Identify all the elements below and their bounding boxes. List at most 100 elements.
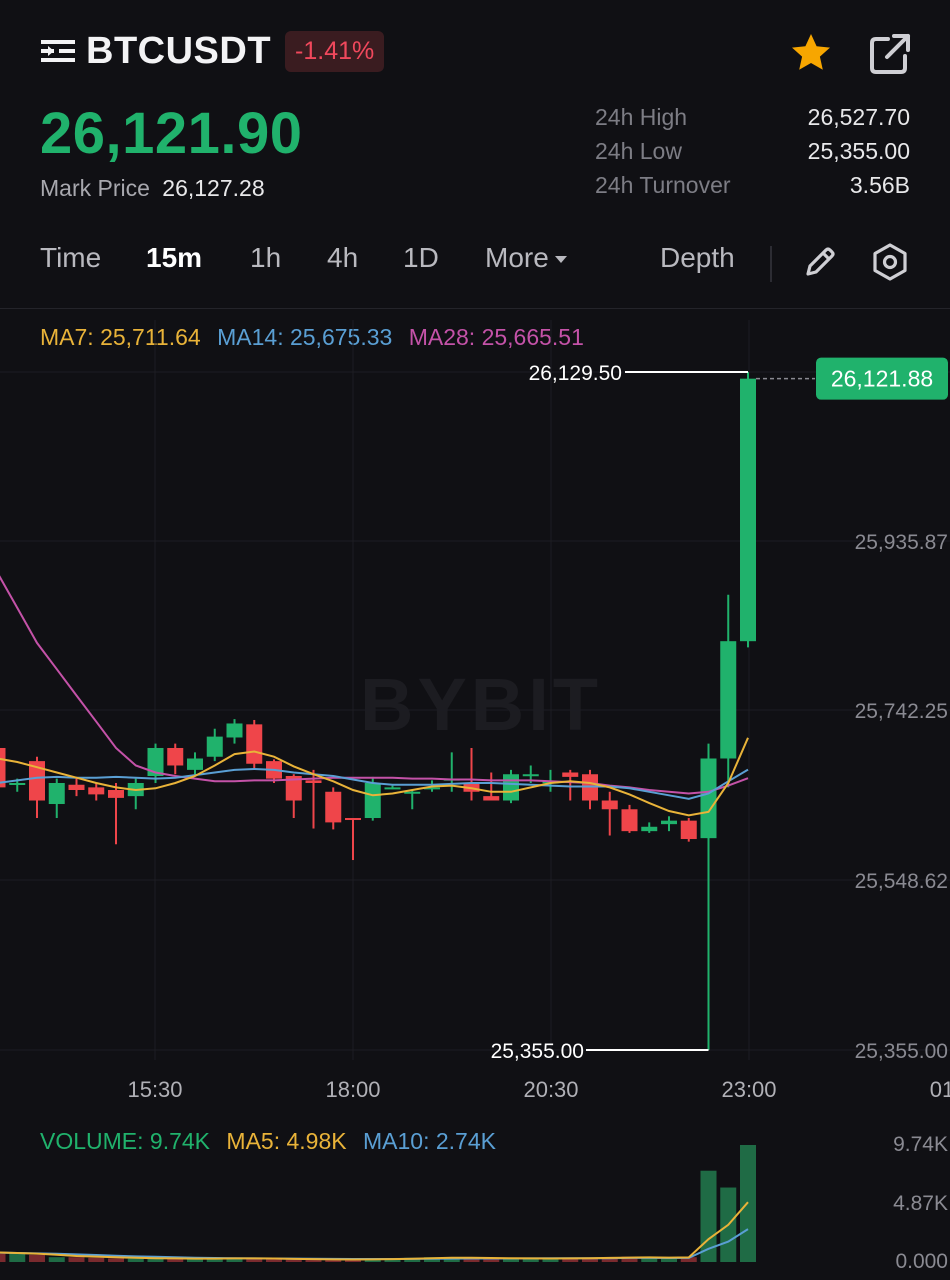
volume-bar-up (147, 1258, 164, 1262)
ma10-value: 2.74K (435, 1128, 496, 1154)
candle-body-down (29, 761, 45, 801)
tab-time[interactable]: Time (40, 242, 102, 273)
x-tick-label: 20:30 (523, 1077, 578, 1102)
mark-price-value: 26,127.28 (162, 175, 265, 201)
volume-bar-down (483, 1258, 500, 1262)
tab-1d[interactable]: 1D (403, 242, 439, 273)
symbol-row: BTCUSDT -1.41% (40, 28, 385, 74)
volume-bar-down (167, 1258, 184, 1262)
tab-depth[interactable]: Depth (660, 242, 735, 273)
volume-bar-up (700, 1170, 717, 1262)
volume-ma10-legend: MA10: 2.74K (363, 1128, 496, 1154)
price-chart[interactable]: 26,129.50 25,355.00 26,121.88 25,935.87 25,7… (0, 300, 950, 1280)
volume-y-tick-label: 0.000 (895, 1250, 948, 1273)
volume-bar-down (29, 1254, 45, 1262)
candle-body-up (661, 820, 677, 825)
volume-bar-up (661, 1258, 677, 1262)
external-link-icon[interactable] (866, 30, 914, 78)
divider (0, 308, 950, 309)
volume-bar-up (503, 1258, 519, 1262)
volume-value: 9.74K (149, 1128, 211, 1154)
symbol-title[interactable]: BTCUSDT (86, 29, 272, 72)
ma5-value: 4.98K (286, 1128, 347, 1154)
candle-body-up (364, 783, 381, 819)
high-marker-label: 26,129.50 (529, 362, 622, 385)
candle-body-up (48, 783, 65, 805)
stat-value: 25,355.00 (807, 138, 910, 164)
y-tick-label: 25,742.25 (855, 700, 948, 723)
tab-more-label: More (485, 242, 549, 273)
ma14-name: MA14 (217, 324, 278, 350)
volume-bar-down (562, 1258, 579, 1262)
volume-bar-down (246, 1258, 263, 1262)
volume-ma5-legend: MA5: 4.98K (226, 1128, 347, 1154)
ma28-value: 25,665.51 (481, 324, 584, 350)
candle-body-up (424, 787, 440, 790)
volume-bar-down (88, 1257, 105, 1262)
stat-value: 26,527.70 (807, 104, 910, 130)
stats-panel: 24h High 26,527.70 24h Low 25,355.00 24h… (595, 104, 910, 206)
candle-body-up (720, 641, 737, 759)
ma14-value: 25,675.33 (289, 324, 393, 350)
tab-divider (770, 246, 772, 282)
y-tick-label: 25,548.62 (855, 870, 948, 893)
volume-legend-item: VOLUME: 9.74K (40, 1128, 211, 1154)
volume-legend: VOLUME: 9.74K MA5: 4.98K MA10: 2.74K (40, 1128, 506, 1155)
candle-body-down (167, 747, 184, 766)
candle-body-up (641, 826, 658, 832)
ma28-legend: MA28: 25,665.51 (408, 324, 584, 350)
candle-body-up (522, 774, 539, 777)
pencil-icon[interactable] (800, 242, 840, 282)
volume-bar-down (285, 1259, 302, 1262)
caret-down-icon (554, 256, 567, 264)
volume-bar-down (325, 1259, 342, 1262)
volume-bar-up (542, 1258, 559, 1262)
candle-body-up (147, 747, 164, 776)
ma7-legend: MA7: 25,711.64 (40, 324, 201, 350)
candle-body-down (108, 790, 124, 798)
volume-bar-up (48, 1257, 65, 1262)
star-icon[interactable] (788, 30, 834, 76)
tab-4h[interactable]: 4h (327, 242, 359, 273)
mark-price: Mark Price 26,127.28 (40, 175, 265, 202)
stat-label: 24h Low (595, 138, 682, 164)
tab-15m[interactable]: 15m (146, 242, 203, 273)
stat-24h-high: 24h High 26,527.70 (595, 104, 910, 138)
last-price-tag (816, 357, 948, 400)
candle-body-up (740, 378, 756, 642)
candle-body-down (68, 784, 85, 791)
hexagon-settings-icon[interactable] (870, 242, 910, 282)
volume-bar-down (621, 1256, 638, 1262)
menu-icon[interactable] (40, 33, 76, 69)
volume-bar-down (0, 1253, 6, 1262)
candle-body-up (226, 723, 243, 738)
tab-1h[interactable]: 1h (250, 242, 282, 273)
volume-name: VOLUME (40, 1128, 138, 1154)
y-tick-label: 25,935.87 (855, 531, 948, 554)
stat-24h-low: 24h Low 25,355.00 (595, 138, 910, 172)
candle-body-down (345, 818, 361, 821)
ma28-name: MA28 (408, 324, 469, 350)
tab-more[interactable]: More (485, 242, 567, 274)
volume-bar-up (384, 1258, 401, 1262)
candle-body-up (206, 736, 223, 757)
candle-body-down (680, 820, 697, 840)
last-price-tag-label: 26,121.88 (831, 366, 933, 392)
volume-bar-up (443, 1257, 460, 1262)
candle-body-down (325, 791, 342, 823)
candle-body-up (9, 783, 26, 786)
volume-bar-down (345, 1259, 361, 1262)
candle-body-down (246, 724, 263, 764)
volume-bar-down (305, 1259, 322, 1262)
candle-body-up (503, 774, 519, 801)
candle-body-down (601, 800, 618, 810)
candle-body-down (305, 780, 322, 784)
ma7-name: MA7 (40, 324, 88, 350)
volume-bar-up (206, 1258, 223, 1262)
stat-label: 24h Turnover (595, 172, 731, 198)
volume-y-tick-label: 9.74K (893, 1133, 948, 1156)
volume-bar-down (463, 1258, 480, 1262)
volume-ma10-line (0, 1228, 749, 1260)
candle-body-down (285, 775, 302, 801)
candle-body-up (404, 791, 421, 794)
